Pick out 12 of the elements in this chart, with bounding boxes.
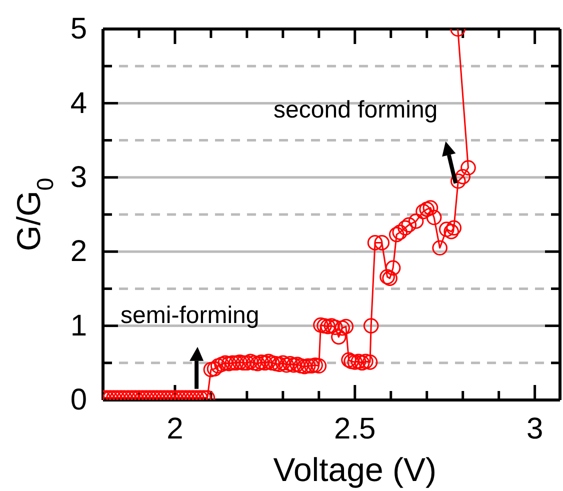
x-axis-title: Voltage (V) <box>273 451 437 488</box>
x-tick-label: 3 <box>526 412 544 446</box>
y-tick-label: 4 <box>70 86 87 120</box>
x-tick-label: 2.5 <box>334 412 376 446</box>
annotation: semi-forming <box>120 302 260 329</box>
y-tick-label: 1 <box>70 309 87 342</box>
annotation: second forming <box>274 96 438 124</box>
x-tick-label: 2 <box>166 412 184 446</box>
y-tick-label: 5 <box>70 12 87 46</box>
y-tick-label: 0 <box>70 384 87 417</box>
y-tick-label: 3 <box>70 161 87 194</box>
y-tick-label: 2 <box>70 235 87 268</box>
